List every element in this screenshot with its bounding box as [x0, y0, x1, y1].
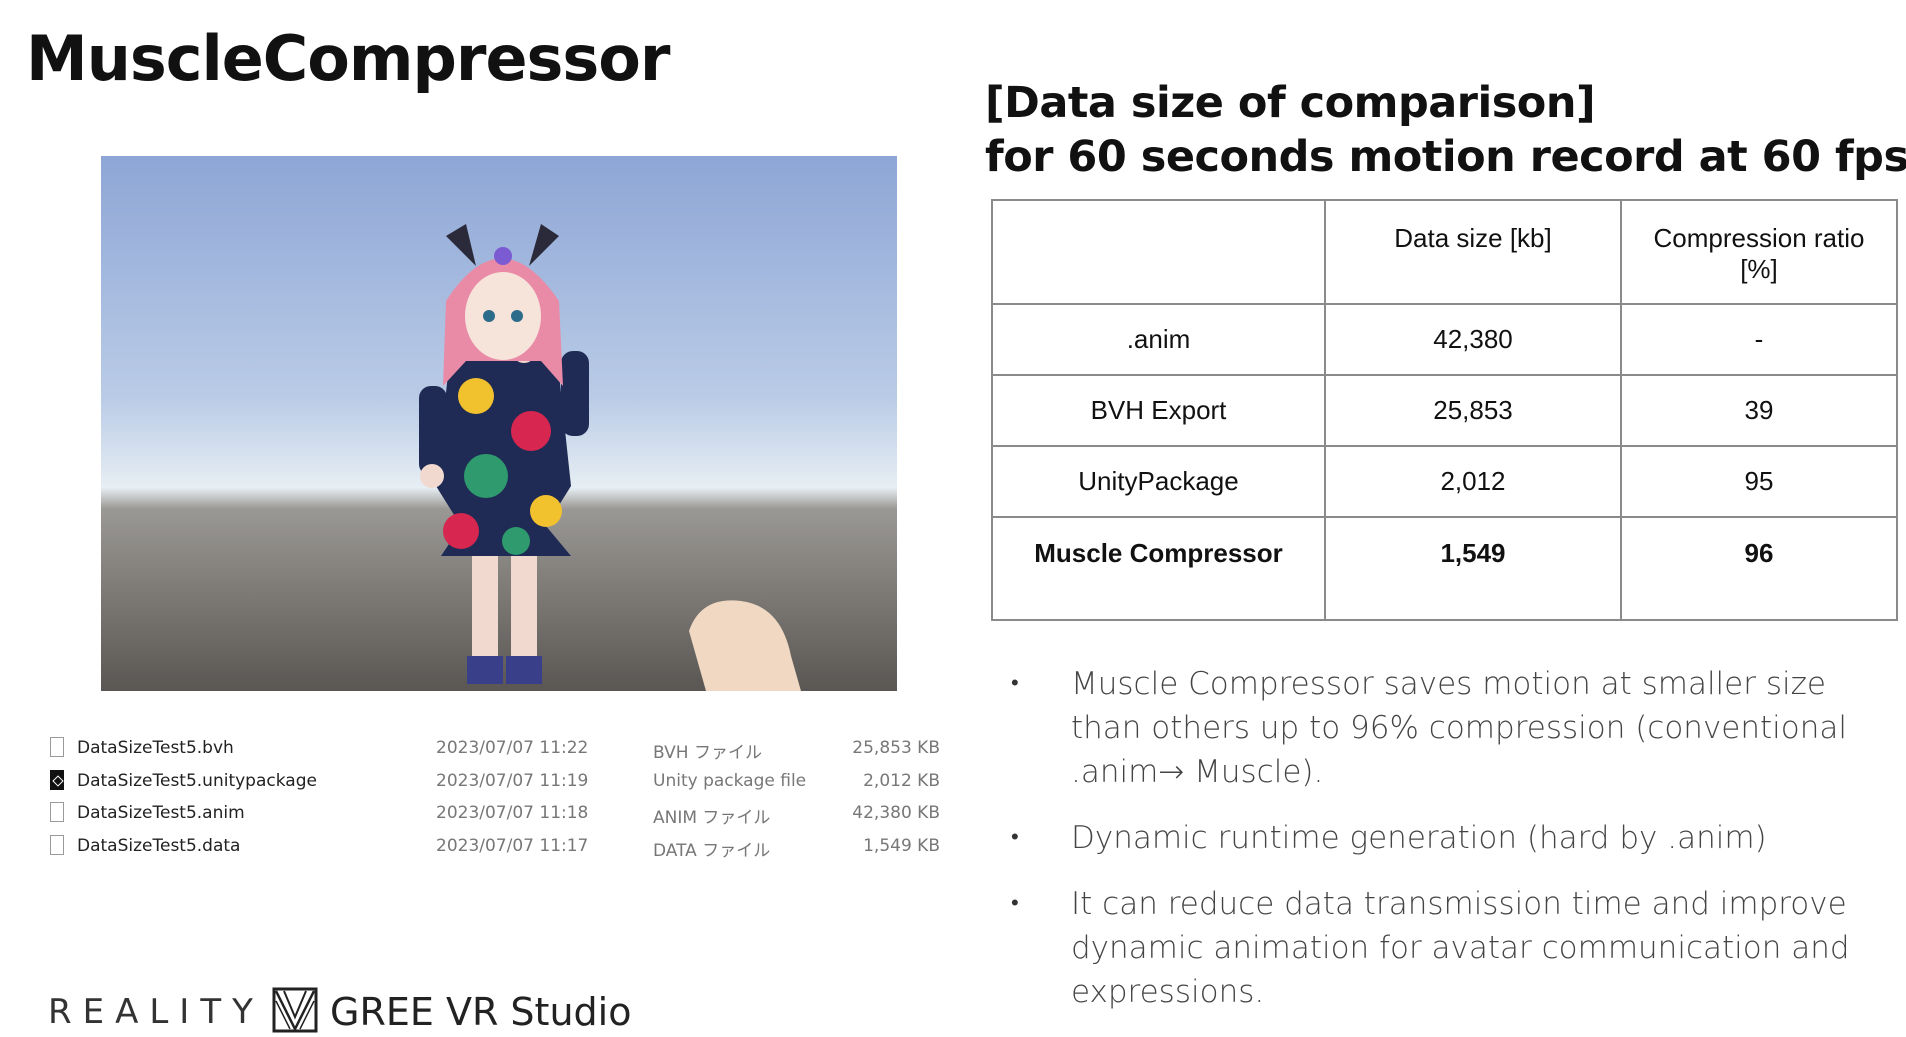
comparison-table: Data size [kb] Compression ratio [%] .an…	[991, 199, 1898, 621]
bullet-item: • It can reduce data transmission time an…	[1005, 882, 1885, 1014]
table-header-cell	[991, 199, 1326, 305]
row-ratio: 95	[1620, 445, 1898, 518]
bullet-text: Dynamic runtime generation (hard by .ani…	[1071, 820, 1767, 856]
table-row: BVH Export 25,853 39	[991, 374, 1898, 447]
file-date: 2023/07/07 11:18	[436, 803, 589, 823]
bullet-list: • Muscle Compressor saves motion at small…	[1005, 662, 1885, 1036]
row-size: 42,380	[1324, 303, 1622, 376]
file-type: BVH ファイル	[653, 743, 762, 763]
table-heading-line: [Data size of comparison]	[985, 78, 1596, 128]
table-heading: [Data size of comparison] for 60 seconds…	[985, 76, 1906, 184]
file-type: Unity package file	[653, 770, 807, 791]
avatar-scene-image	[101, 156, 897, 691]
file-row[interactable]: DataSizeTest5.anim 2023/07/07 11:18 ANIM…	[50, 797, 940, 830]
row-label: BVH Export	[991, 374, 1326, 447]
row-ratio: 39	[1620, 374, 1898, 447]
bullet-item: • Muscle Compressor saves motion at small…	[1005, 662, 1885, 794]
file-icon	[50, 834, 64, 855]
file-icon	[50, 737, 64, 757]
gree-vr-studio-logo-icon	[272, 987, 318, 1033]
file-type: ANIM ファイル	[653, 808, 771, 828]
file-row[interactable]: DataSizeTest5.bvh 2023/07/07 11:22 BVH フ…	[50, 732, 940, 765]
bullet-text: Muscle Compressor saves motion at smalle…	[1071, 666, 1848, 790]
file-size: 2,012 KB	[863, 770, 940, 791]
page-title: MuscleCompressor	[26, 22, 670, 95]
row-size: 1,549	[1324, 516, 1622, 621]
file-date: 2023/07/07 11:22	[436, 738, 589, 758]
bullet-item: • Dynamic runtime generation (hard by .an…	[1005, 816, 1885, 860]
file-size: 42,380 KB	[852, 803, 940, 823]
table-header-cell: Data size [kb]	[1324, 199, 1622, 305]
row-ratio: 96	[1620, 516, 1898, 621]
file-date: 2023/07/07 11:19	[436, 770, 589, 791]
row-label: Muscle Compressor	[991, 516, 1326, 621]
row-size: 25,853	[1324, 374, 1622, 447]
bullet-dot-icon: •	[1011, 891, 1019, 916]
file-icon	[50, 802, 64, 822]
gree-vr-studio-logo: GREE VR Studio	[330, 990, 632, 1034]
row-size: 2,012	[1324, 445, 1622, 518]
file-name: DataSizeTest5.anim	[77, 803, 245, 823]
file-type: DATA ファイル	[653, 840, 771, 861]
file-size: 1,549 KB	[863, 835, 940, 856]
bullet-text: It can reduce data transmission time and…	[1071, 886, 1850, 1010]
file-name: DataSizeTest5.bvh	[77, 738, 234, 758]
table-header-cell: Compression ratio [%]	[1620, 199, 1898, 305]
table-row: .anim 42,380 -	[991, 303, 1898, 376]
file-size: 25,853 KB	[852, 738, 940, 758]
table-row: UnityPackage 2,012 95	[991, 445, 1898, 518]
bullet-dot-icon: •	[1011, 825, 1019, 850]
row-label: UnityPackage	[991, 445, 1326, 518]
table-heading-line: for 60 seconds motion record at 60 fps	[985, 132, 1906, 182]
unity-file-icon	[50, 769, 64, 790]
file-date: 2023/07/07 11:17	[436, 835, 589, 856]
file-name: DataSizeTest5.data	[77, 835, 241, 856]
bullet-dot-icon: •	[1011, 671, 1019, 696]
reality-logo: REALITY	[48, 992, 264, 1032]
file-list: DataSizeTest5.bvh 2023/07/07 11:22 BVH フ…	[50, 732, 940, 862]
file-row[interactable]: DataSizeTest5.data 2023/07/07 11:17 DATA…	[50, 830, 940, 863]
file-name: DataSizeTest5.unitypackage	[77, 770, 317, 791]
table-row: Muscle Compressor 1,549 96	[991, 516, 1898, 621]
row-label: .anim	[991, 303, 1326, 376]
table-header-row: Data size [kb] Compression ratio [%]	[991, 199, 1898, 305]
row-ratio: -	[1620, 303, 1898, 376]
file-row[interactable]: DataSizeTest5.unitypackage 2023/07/07 11…	[50, 765, 940, 798]
